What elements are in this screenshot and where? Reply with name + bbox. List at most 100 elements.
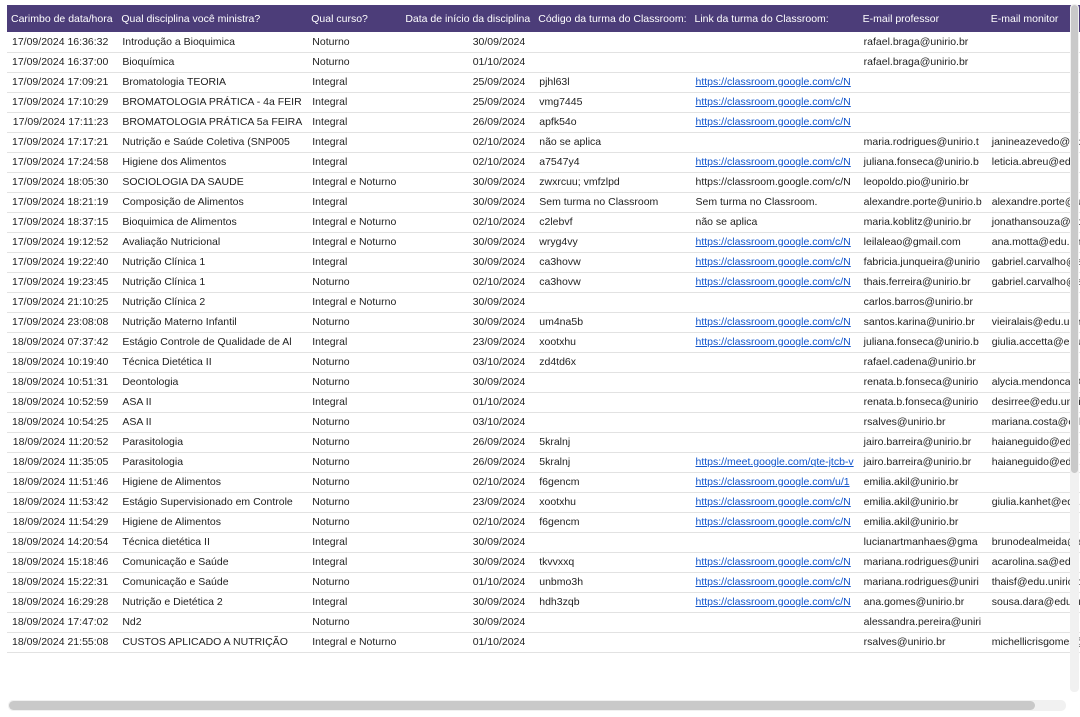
table-cell: a7547y4	[534, 152, 691, 173]
table-cell	[858, 92, 987, 113]
table-cell: 03/10/2024	[401, 352, 535, 373]
vertical-scrollbar-thumb[interactable]	[1071, 5, 1078, 473]
classroom-link[interactable]: https://classroom.google.com/c/N	[695, 256, 851, 268]
table-cell: Integral	[307, 532, 402, 553]
table-cell	[534, 532, 691, 553]
table-cell	[690, 412, 859, 433]
table-cell	[986, 172, 1080, 193]
table-row: 18/09/2024 07:37:42 Estágio Controle de Q…	[7, 332, 1080, 353]
table-cell: Noturno	[307, 52, 402, 73]
table-cell: fabricia.junqueira@unirio	[858, 252, 987, 273]
table-cell: Nutrição Clínica 2	[117, 292, 308, 313]
table-cell: 25/09/2024	[401, 72, 535, 93]
classroom-link[interactable]: https://classroom.google.com/c/N	[695, 316, 851, 328]
table-cell: 18/09/2024 11:20:52	[7, 432, 118, 453]
table-cell: Técnica dietética II	[117, 532, 308, 553]
table-cell: ASA II	[117, 412, 308, 433]
classroom-link[interactable]: https://classroom.google.com/c/N	[695, 596, 851, 608]
table-cell: https://classroom.google.com/u/1	[690, 472, 859, 493]
table-cell: 18/09/2024 10:52:59	[7, 392, 118, 413]
table-cell: pjhl63l	[534, 72, 691, 93]
table-cell: sousa.dara@edu.unirio.b	[986, 592, 1080, 613]
classroom-link[interactable]: https://classroom.google.com/c/N	[695, 556, 851, 568]
table-cell: leticia.abreu@edu.unirio.	[986, 152, 1080, 173]
header-row: Carimbo de data/hora Qual disciplina você…	[7, 5, 1080, 32]
table-cell: 23/09/2024	[401, 332, 535, 353]
table-row: 17/09/2024 17:17:21 Nutrição e Saúde Cole…	[7, 132, 1080, 153]
table-row: 17/09/2024 16:36:32 Introdução a Bioquimi…	[7, 32, 1080, 53]
table-cell: https://classroom.google.com/c/N	[690, 252, 859, 273]
table-cell: rafael.braga@unirio.br	[858, 52, 987, 73]
table-cell: maria.rodrigues@unirio.t	[858, 132, 987, 153]
table-cell: https://classroom.google.com/c/N	[690, 572, 859, 593]
table-cell: 23/09/2024	[401, 492, 535, 513]
table-cell: renata.b.fonseca@unirio	[858, 372, 987, 393]
table-cell: Integral	[307, 92, 402, 113]
table-row: 17/09/2024 17:10:29 BROMATOLOGIA PRÁTICA …	[7, 92, 1080, 113]
table-cell: Noturno	[307, 272, 402, 293]
horizontal-scrollbar-thumb[interactable]	[9, 701, 1036, 710]
table-cell: gabriel.carvalho@edu.un	[986, 272, 1080, 293]
classroom-link[interactable]: https://classroom.google.com/c/N	[695, 96, 851, 108]
column-header-2: Qual disciplina você ministra?	[117, 5, 308, 32]
table-row: 17/09/2024 19:12:52 Avaliação Nutricional…	[7, 232, 1080, 253]
table-cell: mariana.costa@edu.unir	[986, 412, 1080, 433]
classroom-link[interactable]: https://classroom.google.com/u/1	[695, 476, 850, 488]
vertical-scrollbar[interactable]	[1070, 4, 1079, 692]
classroom-link[interactable]: https://classroom.google.com/c/N	[695, 496, 851, 508]
table-cell: 18/09/2024 11:54:29	[7, 512, 118, 533]
horizontal-scrollbar[interactable]	[8, 700, 1066, 711]
table-cell: emilia.akil@unirio.br	[858, 492, 987, 513]
table-cell: acarolina.sa@edu.unirio.	[986, 552, 1080, 573]
classroom-link[interactable]: https://classroom.google.com/c/N	[695, 236, 851, 248]
table-cell: 17/09/2024 21:10:25	[7, 292, 118, 313]
table-cell: Noturno	[307, 472, 402, 493]
table-cell: 17/09/2024 19:12:52	[7, 232, 118, 253]
table-cell: 17/09/2024 23:08:08	[7, 312, 118, 333]
classroom-link[interactable]: https://classroom.google.com/c/N	[695, 116, 851, 128]
table-cell: 17/09/2024 17:17:21	[7, 132, 118, 153]
table-cell: Noturno	[307, 432, 402, 453]
table-cell: Noturno	[307, 372, 402, 393]
column-header-6: Link da turma do Classroom:	[690, 5, 859, 32]
table-cell: 18/09/2024 11:51:46	[7, 472, 118, 493]
table-cell: gabriel.carvalho@edu.un	[986, 252, 1080, 273]
table-cell: 30/09/2024	[401, 372, 535, 393]
table-cell: 30/09/2024	[401, 312, 535, 333]
table-cell: 18/09/2024 15:22:31	[7, 572, 118, 593]
table-cell: c2lebvf	[534, 212, 691, 233]
table-cell	[986, 32, 1080, 53]
table-cell	[858, 72, 987, 93]
classroom-link[interactable]: https://classroom.google.com/c/N	[695, 76, 851, 88]
table-cell: alycia.mendonca@edu.u	[986, 372, 1080, 393]
table-cell: 30/09/2024	[401, 172, 535, 193]
classroom-link[interactable]: https://classroom.google.com/c/N	[695, 276, 851, 288]
classroom-link[interactable]: https://classroom.google.com/c/N	[695, 516, 851, 528]
table-cell: 17/09/2024 19:22:40	[7, 252, 118, 273]
classroom-link[interactable]: https://meet.google.com/qte-jtcb-v	[695, 456, 854, 468]
table-cell: mariana.rodrigues@uniri	[858, 572, 987, 593]
table-cell: Noturno	[307, 492, 402, 513]
table-cell	[986, 612, 1080, 633]
table-cell: https://classroom.google.com/c/N	[690, 492, 859, 513]
table-cell: 02/10/2024	[401, 472, 535, 493]
table-cell: xootxhu	[534, 332, 691, 353]
table-cell: Comunicação e Saúde	[117, 552, 308, 573]
classroom-link[interactable]: https://classroom.google.com/c/N	[695, 336, 851, 348]
table-cell: Bioquimica de Alimentos	[117, 212, 308, 233]
table-row: 17/09/2024 16:37:00 Bioquímica Noturno 01/1…	[7, 52, 1080, 73]
table-cell: 30/09/2024	[401, 192, 535, 213]
table-cell: 25/09/2024	[401, 92, 535, 113]
classroom-link[interactable]: https://classroom.google.com/c/N	[695, 576, 851, 588]
classroom-link[interactable]: https://classroom.google.com/c/N	[695, 156, 851, 168]
table-cell: ca3hovw	[534, 272, 691, 293]
table-cell: https://classroom.google.com/c/N	[690, 312, 859, 333]
table-cell: thais.ferreira@unirio.br	[858, 272, 987, 293]
table-cell: 30/09/2024	[401, 592, 535, 613]
table-cell: Noturno	[307, 412, 402, 433]
table-row: 18/09/2024 15:18:46 Comunicação e Saúde In…	[7, 552, 1080, 573]
table-cell: 17/09/2024 16:36:32	[7, 32, 118, 53]
table-cell	[690, 352, 859, 373]
table-cell: BROMATOLOGIA PRÁTICA - 4a FEIR	[117, 92, 308, 113]
table-cell: Integral	[307, 252, 402, 273]
